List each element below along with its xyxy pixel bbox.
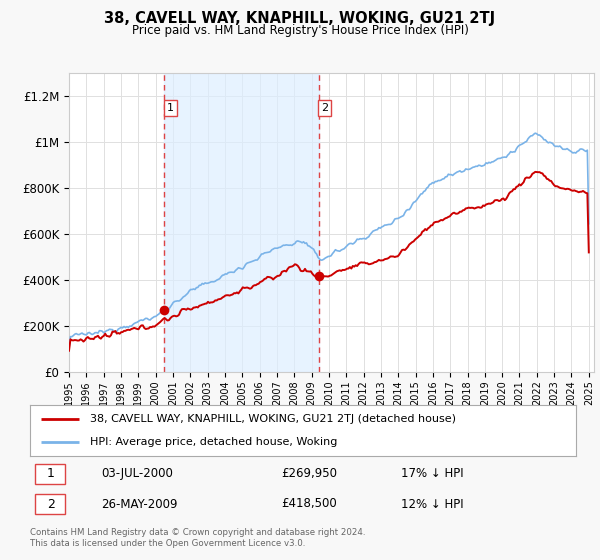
FancyBboxPatch shape bbox=[35, 494, 65, 514]
Text: Price paid vs. HM Land Registry's House Price Index (HPI): Price paid vs. HM Land Registry's House … bbox=[131, 24, 469, 36]
Text: 26-MAY-2009: 26-MAY-2009 bbox=[101, 497, 178, 511]
Text: 1: 1 bbox=[167, 102, 174, 113]
Text: 1: 1 bbox=[47, 467, 55, 480]
Text: 12% ↓ HPI: 12% ↓ HPI bbox=[401, 497, 464, 511]
Text: 2: 2 bbox=[47, 497, 55, 511]
Text: £418,500: £418,500 bbox=[281, 497, 337, 511]
Text: 38, CAVELL WAY, KNAPHILL, WOKING, GU21 2TJ (detached house): 38, CAVELL WAY, KNAPHILL, WOKING, GU21 2… bbox=[90, 414, 456, 424]
Bar bbox=[164, 73, 319, 372]
Text: 17% ↓ HPI: 17% ↓ HPI bbox=[401, 467, 464, 480]
FancyBboxPatch shape bbox=[35, 464, 65, 484]
Text: Contains HM Land Registry data © Crown copyright and database right 2024.
This d: Contains HM Land Registry data © Crown c… bbox=[30, 528, 365, 548]
Text: £269,950: £269,950 bbox=[281, 467, 337, 480]
Text: 38, CAVELL WAY, KNAPHILL, WOKING, GU21 2TJ: 38, CAVELL WAY, KNAPHILL, WOKING, GU21 2… bbox=[104, 11, 496, 26]
Text: 2: 2 bbox=[321, 102, 328, 113]
Text: 03-JUL-2000: 03-JUL-2000 bbox=[101, 467, 173, 480]
Text: HPI: Average price, detached house, Woking: HPI: Average price, detached house, Woki… bbox=[90, 437, 337, 447]
